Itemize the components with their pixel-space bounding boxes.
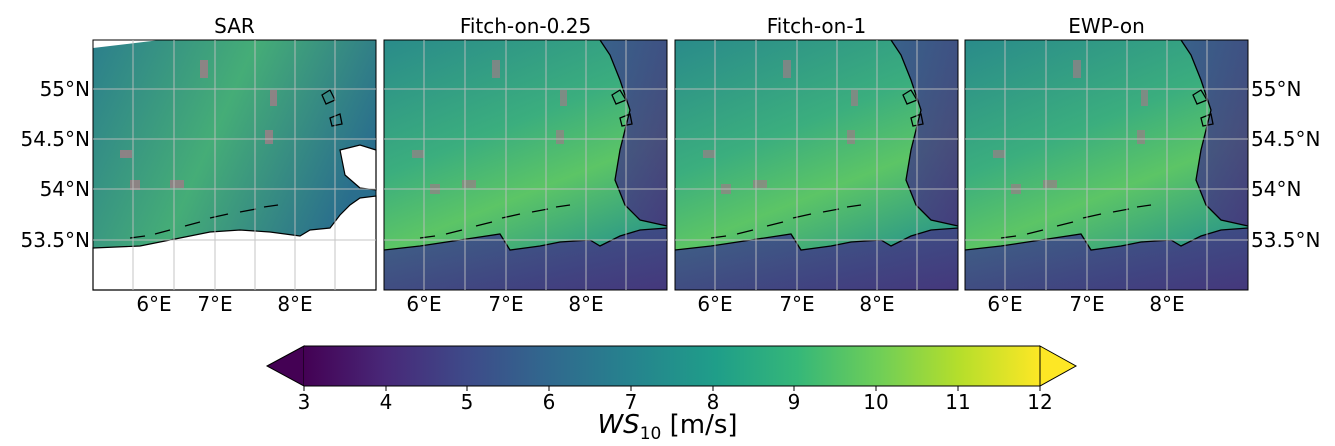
colorbar-ramp: [304, 346, 1040, 386]
colorbar-tick-3: 3: [297, 390, 311, 414]
lat-label-left-53-5: 53.5°N: [20, 228, 91, 252]
map-panel-sar: [92, 39, 377, 291]
colorbar-label-var: WS: [597, 410, 640, 440]
colorbar-tick-4: 4: [379, 390, 393, 414]
panel-title-fitch-on-1: Fitch-on-1: [766, 14, 867, 38]
lon-label-p2-8e: 8°E: [568, 292, 604, 316]
colorbar-extend-max: [1039, 345, 1078, 387]
lon-label-p2-7e: 7°E: [488, 292, 524, 316]
lat-label-left-55: 55°N: [39, 77, 90, 101]
colorbar-tick-10: 10: [863, 390, 889, 414]
colorbar-label-unit: [m/s]: [669, 410, 738, 440]
colorbar-label: WS10 [m/s]: [0, 410, 1335, 444]
colorbar-label-sub: 10: [639, 424, 662, 445]
lon-label-p4-6e: 6°E: [987, 292, 1023, 316]
lat-label-right-54-5: 54.5°N: [1251, 127, 1321, 151]
lat-label-right-53-5: 53.5°N: [1251, 228, 1321, 252]
colorbar-tick-7: 7: [624, 390, 638, 414]
colorbar-tick-9: 9: [787, 390, 801, 414]
map-panel-fitch-on-1: [674, 39, 959, 291]
lon-label-p4-7e: 7°E: [1069, 292, 1105, 316]
lon-label-p2-6e: 6°E: [406, 292, 442, 316]
colorbar: [265, 345, 1078, 391]
panel-title-ewp-on: EWP-on: [1068, 14, 1145, 38]
colorbar-tick-6: 6: [542, 390, 556, 414]
lat-label-right-54: 54°N: [1251, 177, 1302, 201]
panel-title-fitch-on-0-25: Fitch-on-0.25: [459, 14, 592, 38]
lon-label-p3-6e: 6°E: [697, 292, 733, 316]
colorbar-tick-5: 5: [460, 390, 474, 414]
panel-title-sar: SAR: [214, 14, 255, 38]
lon-label-p1-6e: 6°E: [136, 292, 172, 316]
lon-label-p1-7e: 7°E: [197, 292, 233, 316]
colorbar-tick-8: 8: [706, 390, 720, 414]
lon-label-p1-8e: 8°E: [277, 292, 313, 316]
lat-label-left-54-5: 54.5°N: [20, 127, 91, 151]
lon-label-p4-8e: 8°E: [1149, 292, 1185, 316]
lat-label-left-54: 54°N: [39, 177, 90, 201]
colorbar-tick-11: 11: [945, 390, 971, 414]
map-panel-ewp-on: [964, 39, 1249, 291]
colorbar-tick-12: 12: [1027, 390, 1053, 414]
gridlines: [93, 40, 1248, 290]
lon-label-p3-7e: 7°E: [779, 292, 815, 316]
colorbar-extend-min: [265, 345, 305, 387]
lon-label-p3-8e: 8°E: [859, 292, 895, 316]
map-panel-fitch-on-0-25: [383, 39, 668, 291]
lat-label-right-55: 55°N: [1251, 77, 1302, 101]
